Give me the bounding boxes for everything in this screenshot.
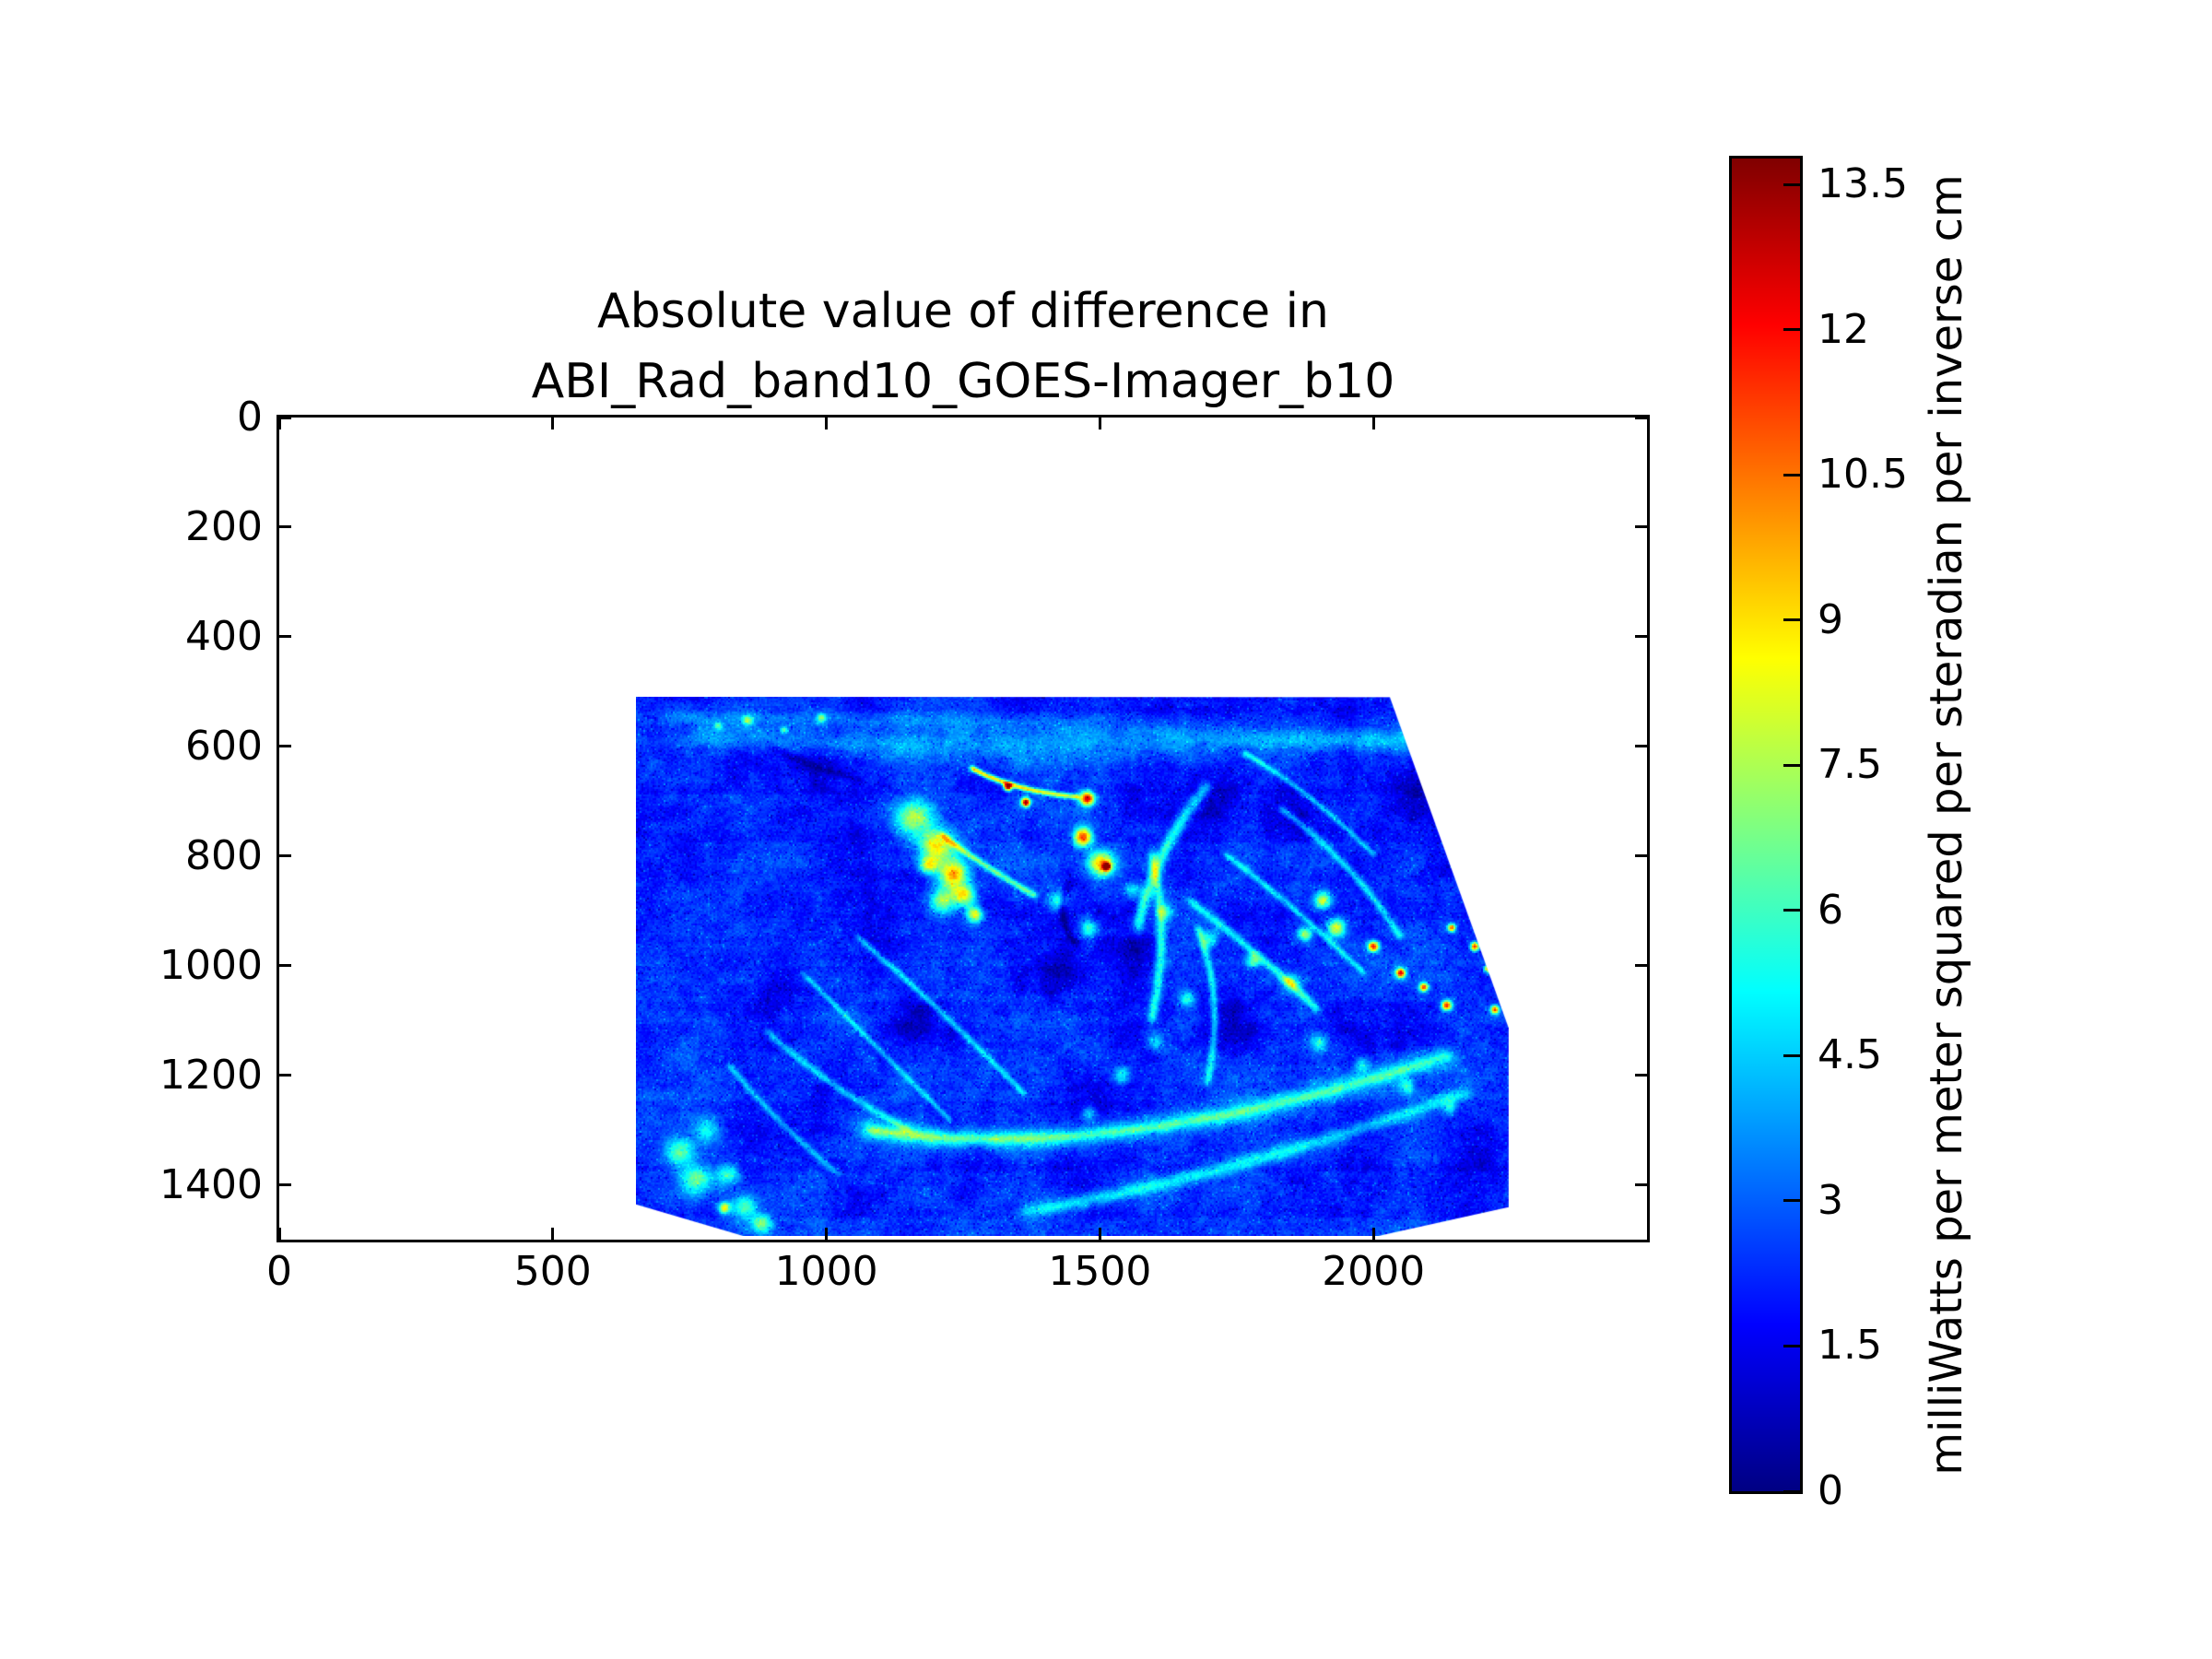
colorbar-tick [1783,182,1800,186]
x-tick [825,1228,829,1240]
y-tick-label: 200 [185,502,263,550]
colorbar-tick [1783,763,1800,767]
y-tick-label: 1200 [159,1051,263,1099]
x-tick-top [277,418,281,429]
x-tick [277,1228,281,1240]
chart-title-line1: Absolute value of difference in [597,284,1329,339]
colorbar-tick [1783,473,1800,477]
y-tick-label: 600 [185,722,263,770]
x-tick-top [1371,418,1375,429]
x-tick-label: 1500 [1048,1248,1152,1295]
y-tick [279,854,291,858]
colorbar-axis-label: milliWatts per meter squared per steradi… [1921,174,1972,1476]
colorbar-tick-label: 6 [1818,886,1843,934]
colorbar-tick [1783,909,1800,912]
y-tick [279,416,291,419]
x-tick [1098,1228,1101,1240]
y-tick-right [1635,854,1647,858]
x-tick-top [825,418,829,429]
chart-title: Absolute value of difference in ABI_Rad_… [318,276,1608,417]
x-tick [551,1228,555,1240]
colorbar [1729,156,1803,1494]
y-tick-label: 1000 [159,941,263,989]
colorbar-tick [1783,1053,1800,1057]
x-tick-label: 0 [266,1248,292,1295]
colorbar-tick [1783,1199,1800,1203]
heatmap-image [636,697,1509,1236]
colorbar-tick-label: 4.5 [1818,1031,1882,1079]
y-tick [279,1074,291,1077]
y-tick [279,635,291,639]
y-tick-right [1635,1183,1647,1187]
colorbar-tick-label: 3 [1818,1176,1843,1224]
colorbar-tick [1783,1344,1800,1347]
y-tick-right [1635,416,1647,419]
y-tick-label: 800 [185,831,263,879]
y-tick-label: 400 [185,612,263,660]
colorbar-tick [1783,328,1800,332]
colorbar-tick-label: 1.5 [1818,1322,1882,1370]
y-tick [279,1183,291,1187]
x-tick-top [551,418,555,429]
y-tick [279,525,291,529]
colorbar-tick-label: 13.5 [1818,160,1908,208]
colorbar-tick [1783,618,1800,622]
colorbar-tick [1783,1489,1800,1493]
x-tick-label: 2000 [1322,1248,1426,1295]
x-tick [1371,1228,1375,1240]
x-tick-top [1098,418,1101,429]
y-tick-right [1635,525,1647,529]
colorbar-tick-label: 7.5 [1818,741,1882,789]
colorbar-tick-label: 10.5 [1818,451,1908,499]
y-tick [279,964,291,968]
plot-area [276,415,1650,1242]
y-tick [279,745,291,748]
y-tick-label: 0 [237,394,263,441]
y-tick-right [1635,635,1647,639]
y-tick-right [1635,964,1647,968]
y-tick-label: 1400 [159,1160,263,1208]
colorbar-tick-label: 0 [1818,1467,1843,1514]
colorbar-tick-label: 12 [1818,305,1869,353]
colorbar-tick-label: 9 [1818,595,1843,643]
chart-title-line2: ABI_Rad_band10_GOES-Imager_b10 [531,354,1395,409]
y-tick-right [1635,1074,1647,1077]
y-tick-right [1635,745,1647,748]
x-tick-label: 500 [513,1248,592,1295]
x-tick-label: 1000 [774,1248,878,1295]
